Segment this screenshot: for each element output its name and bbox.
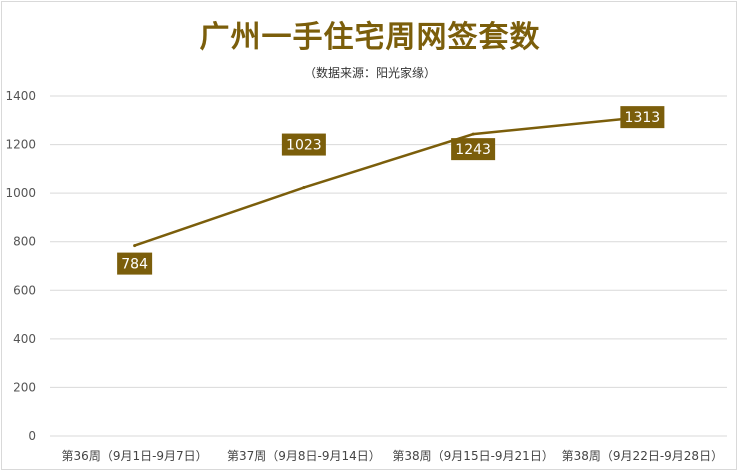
y-tick-label: 400 [13,332,36,346]
y-axis-ticks: 0 200 400 600 800 1000 1200 1400 [5,89,36,443]
gridlines [50,95,727,437]
chart-title: 广州一手住宅周网签套数 [199,20,541,55]
data-point [471,132,475,136]
data-label-text: 1313 [625,110,661,126]
x-tick-label: 第38周（9月15日-9月21日） [392,449,553,463]
data-labels: 784 1023 1243 1313 [117,106,665,275]
data-label-text: 784 [121,257,148,273]
y-tick-label: 600 [13,283,36,297]
x-tick-label: 第37周（9月8日-9月14日） [227,449,381,463]
series-line-group [133,115,644,248]
series-line [134,115,643,247]
data-label-box [451,138,496,161]
data-label-box [281,133,326,156]
data-label-text: 1023 [286,138,322,154]
data-label-text: 1243 [455,142,491,158]
y-tick-label: 1200 [5,138,36,152]
y-tick-label: 800 [13,235,36,249]
data-label: 1023 [281,133,326,156]
x-tick-label: 第38周（9月22日-9月28日） [562,449,723,463]
y-tick-label: 0 [28,429,36,443]
x-tick-label: 第36周（9月1日-9月7日） [62,449,208,463]
data-label-box [117,252,153,275]
data-label: 784 [117,252,153,275]
y-tick-label: 1400 [5,89,36,103]
chart-subtitle: （数据来源：阳光家缘） [303,66,436,80]
y-tick-label: 200 [13,380,36,394]
y-tick-label: 1000 [5,186,36,200]
data-point [133,244,137,248]
data-point [302,186,306,190]
data-label: 1243 [451,138,496,161]
x-axis-ticks: 第36周（9月1日-9月7日） 第37周（9月8日-9月14日） 第38周（9月15… [62,449,724,463]
data-label: 1313 [620,106,665,129]
data-label-box [620,106,665,129]
